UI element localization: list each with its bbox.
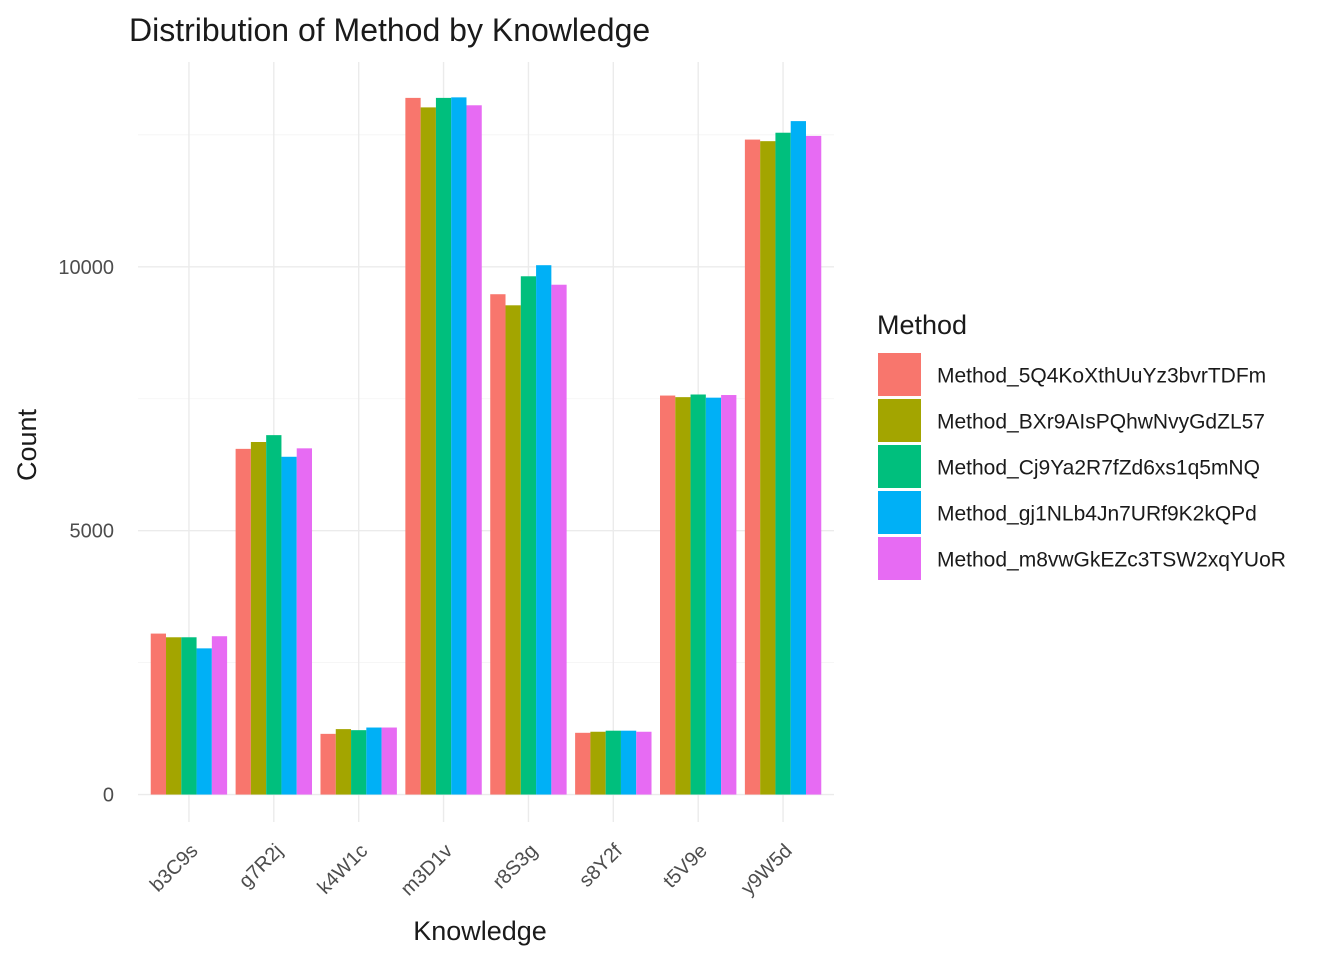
bar: [505, 305, 521, 795]
legend-label: Method_5Q4KoXthUuYz3bvrTDFm: [937, 365, 1266, 388]
bar: [705, 397, 722, 795]
bar: [805, 135, 822, 795]
y-axis-title: Count: [12, 408, 42, 481]
bar: [675, 397, 691, 795]
legend-key: [878, 399, 921, 442]
y-tick-label: 0: [103, 785, 114, 807]
bar: [636, 731, 652, 795]
x-tick-label: m3D1v: [397, 840, 457, 900]
y-axis-ticks: 0 5000 10000: [58, 257, 114, 807]
bars: [150, 97, 822, 795]
x-tick-label: t5V9e: [659, 840, 712, 893]
x-tick-label: s8Y2f: [575, 840, 627, 892]
x-tick-label: b3C9s: [146, 840, 202, 896]
bar: [451, 97, 467, 795]
bar: [790, 121, 806, 795]
y-tick-label: 5000: [70, 521, 115, 543]
y-tick-label: 10000: [58, 257, 114, 279]
legend-label: Method_gj1NLb4Jn7URf9K2kQPd: [937, 503, 1257, 526]
bar: [211, 636, 228, 795]
bar: [250, 442, 267, 795]
x-axis-title: Knowledge: [413, 916, 547, 946]
bar: [351, 730, 367, 795]
legend-label: Method_m8vwGkEZc3TSW2xqYUoR: [937, 549, 1286, 572]
x-tick-label: k4W1c: [313, 840, 372, 899]
x-axis-ticks: b3C9s g7R2j k4W1c m3D1v r8S3g s8Y2f t5V9e y9W5d: [146, 840, 797, 901]
legend-key: [878, 537, 921, 580]
bar: [320, 733, 336, 795]
bar: [775, 132, 791, 795]
bar: [690, 394, 706, 795]
bar: [381, 727, 397, 795]
bar: [196, 648, 212, 795]
bar: [605, 730, 621, 795]
legend-key: [878, 491, 921, 534]
bar: [235, 448, 251, 795]
bar: [721, 395, 737, 795]
legend-label: Method_BXr9AIsPQhwNvyGdZL57: [937, 411, 1265, 434]
bar: [150, 633, 167, 795]
bar: [466, 105, 482, 795]
x-tick-label: y9W5d: [737, 840, 797, 900]
bar: [590, 731, 606, 795]
bar: [536, 265, 552, 795]
bar: [435, 97, 452, 795]
legend: Method Method_5Q4KoXthUuYz3bvrTDFm Method…: [877, 310, 1286, 580]
legend-label: Method_Cj9Ya2R7fZd6xs1q5mNQ: [937, 457, 1260, 480]
bar: [166, 637, 182, 795]
bar: [281, 456, 297, 795]
legend-key: [878, 445, 921, 488]
legend-title: Method: [877, 310, 967, 340]
chart-title: Distribution of Method by Knowledge: [129, 12, 650, 48]
legend-key: [878, 353, 921, 396]
bar: [335, 729, 352, 795]
bar: [420, 107, 436, 795]
bar: [744, 139, 761, 795]
bar: [520, 276, 537, 795]
bar: [660, 395, 676, 795]
bar: [575, 732, 591, 795]
bar: [760, 141, 776, 795]
bar: [266, 435, 282, 795]
x-tick-label: g7R2j: [235, 840, 288, 893]
bar: [296, 448, 312, 795]
x-tick-label: r8S3g: [489, 840, 542, 893]
bar: [551, 284, 567, 795]
bar: [405, 97, 421, 795]
bar: [620, 730, 637, 795]
bar: [490, 294, 506, 795]
bar: [366, 727, 382, 795]
bar: [181, 637, 197, 795]
